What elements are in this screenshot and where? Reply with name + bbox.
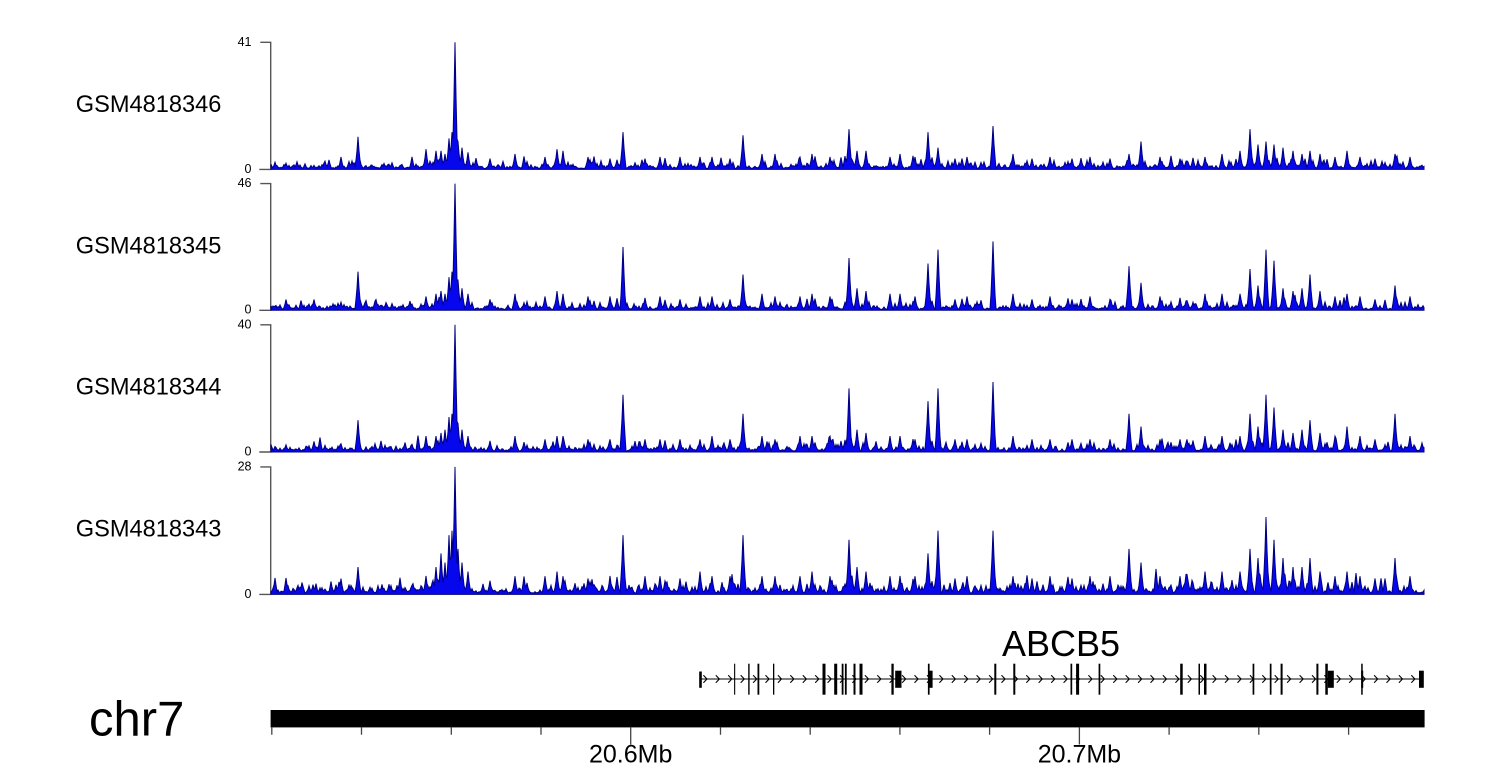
- svg-text:46: 46: [238, 176, 252, 190]
- svg-text:GSM4818343: GSM4818343: [76, 517, 222, 543]
- svg-text:0: 0: [245, 162, 252, 176]
- svg-text:0: 0: [245, 444, 252, 458]
- svg-text:0: 0: [245, 303, 252, 317]
- svg-text:41: 41: [238, 35, 252, 49]
- svg-text:0: 0: [245, 587, 252, 601]
- svg-text:GSM4818344: GSM4818344: [76, 375, 222, 401]
- svg-text:GSM4818345: GSM4818345: [76, 233, 222, 259]
- svg-text:20.6Mb: 20.6Mb: [589, 741, 672, 769]
- svg-text:chr7: chr7: [89, 693, 184, 747]
- svg-text:ABCB5: ABCB5: [1002, 623, 1120, 664]
- svg-text:GSM4818346: GSM4818346: [76, 92, 222, 118]
- svg-text:40: 40: [238, 317, 252, 331]
- svg-text:20.7Mb: 20.7Mb: [1038, 741, 1121, 769]
- svg-text:28: 28: [238, 460, 252, 474]
